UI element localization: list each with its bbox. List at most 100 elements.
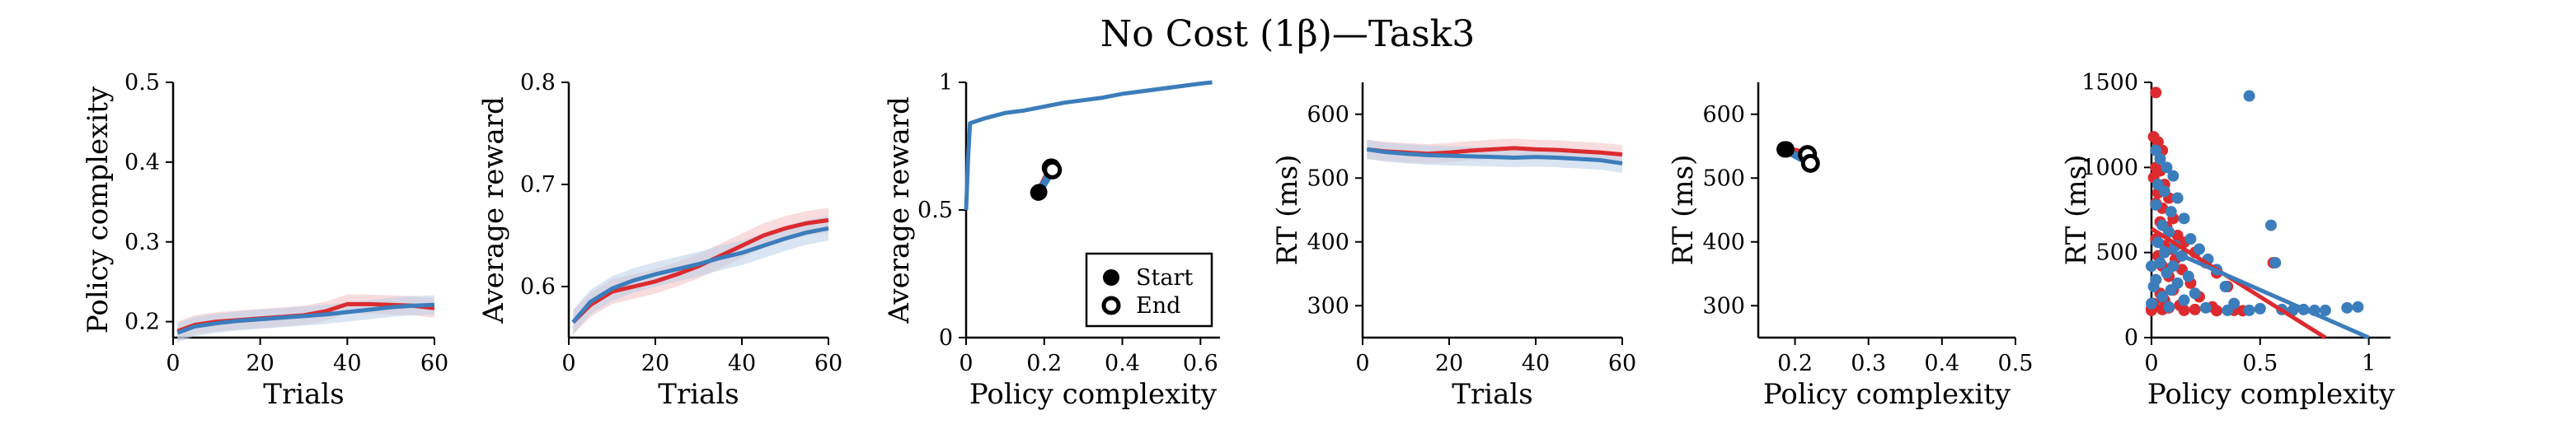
scatter-point-blue [2222, 304, 2234, 316]
x-tick-label: 60 [420, 351, 448, 376]
error-band-blue [573, 216, 828, 335]
x-axis-label: Policy complexity [969, 378, 1218, 411]
panel-policy-complexity-vs-trials: 0 20 40 60 0.2 0.3 0.4 0.5 Trials Policy complexi… [82, 70, 448, 411]
y-tick-label: 0.8 [520, 70, 556, 96]
x-tick-label: 0.4 [1105, 351, 1140, 376]
x-axis-label: Trials [1452, 378, 1532, 411]
x-tick-label: 0 [1355, 351, 1369, 376]
x-tick-label: 0.2 [1026, 351, 1062, 376]
scatter-point-blue [2171, 192, 2184, 204]
legend-start-marker [1103, 269, 1119, 286]
x-axis-label: Policy complexity [2147, 378, 2395, 411]
scatter-point-blue [2184, 233, 2197, 245]
series-line-blue [964, 80, 1213, 211]
y-tick-label: 0.3 [124, 230, 160, 255]
scatter-point-blue [2165, 206, 2177, 218]
x-tick-label: 40 [1522, 351, 1550, 376]
start-marker-blue [1030, 184, 1047, 201]
scatter-point-blue [2189, 287, 2201, 300]
scatter-point-blue [2178, 294, 2190, 306]
end-marker-blue [1043, 160, 1063, 180]
series-line-blue [571, 226, 829, 324]
panel-rt-vs-complexity-markers: 0.2 0.3 0.4 0.5 300 400 500 600 Policy complexit… [1667, 82, 2033, 411]
fit-line-red [2150, 226, 2327, 340]
scatter-point-blue [2158, 185, 2170, 198]
x-axis-label: Trials [263, 378, 344, 411]
y-axis-label: RT (ms) [1271, 155, 1304, 266]
x-tick-label: 0.2 [1777, 351, 1813, 376]
y-tick-label: 1000 [2081, 155, 2138, 180]
y-tick-label: 0.4 [124, 150, 160, 175]
scatter-point-blue [2319, 304, 2331, 316]
x-axis-label: Policy complexity [1763, 378, 2011, 411]
legend-end-marker [1101, 296, 1121, 315]
figure-title: No Cost (1β)—Task3 [1100, 13, 1476, 55]
y-tick-label: 1500 [2081, 70, 2138, 96]
scatter-point-blue [2146, 297, 2157, 310]
scatter-point-blue [2154, 153, 2166, 165]
y-tick-label: 600 [1307, 102, 1349, 128]
series-line-blue [176, 302, 435, 335]
x-tick-label: 1 [2362, 351, 2376, 376]
y-tick-label: 500 [2095, 240, 2138, 266]
scatter-point-blue [2194, 243, 2205, 255]
scatter-point-blue [2146, 260, 2157, 273]
x-tick-label: 40 [333, 351, 361, 376]
scatter-point-blue [2147, 281, 2160, 292]
scatter-point-blue [2254, 302, 2266, 315]
scatter-point-blue [2182, 270, 2194, 282]
series-line-blue [1366, 147, 1623, 166]
scatter-point-blue [2243, 304, 2255, 316]
y-tick-label: 400 [1702, 230, 1745, 255]
scatter-point-blue [2163, 226, 2175, 238]
y-axis-label: Average reward [477, 96, 510, 324]
scatter-point-blue [2163, 301, 2175, 313]
y-tick-label: 0 [939, 325, 953, 351]
legend-end-label: End [1136, 293, 1180, 319]
scatter-point-blue [2150, 144, 2162, 156]
y-tick-label: 0.5 [124, 70, 160, 96]
start-marker-blue [1776, 141, 1794, 158]
x-tick-label: 0 [2144, 351, 2158, 376]
scatter-point-blue [2219, 281, 2231, 292]
scatter-point-blue [2154, 257, 2166, 269]
x-tick-label: 20 [246, 351, 274, 376]
scatter-point-blue [2161, 161, 2173, 174]
x-tick-label: 0.6 [1183, 351, 1218, 376]
x-tick-label: 40 [728, 351, 756, 376]
scatter-point-red [2150, 86, 2162, 99]
scatter-point-red [2211, 305, 2223, 317]
scatter-point-blue [2167, 170, 2180, 182]
scatter-point-blue [2269, 257, 2282, 269]
panel-reward-complexity-curve: 0 0.2 0.4 0.6 0 0.5 1 Policy complexity Average … [883, 70, 1220, 411]
scatter-point-red [2178, 304, 2190, 316]
y-axis-label: Policy complexity [82, 86, 115, 333]
y-axis-label: RT (ms) [1667, 155, 1700, 266]
scatter-point-blue [2341, 301, 2353, 314]
scatter-point-blue [2352, 301, 2364, 313]
y-tick-label: 0.6 [520, 274, 556, 300]
x-tick-label: 0.5 [2242, 351, 2278, 376]
panel-rt-vs-trials: 0 20 40 60 300 400 500 600 Trials RT (ms) [1271, 82, 1636, 411]
y-tick-label: 0 [2124, 325, 2138, 351]
y-tick-label: 300 [1307, 293, 1349, 319]
x-tick-label: 0.3 [1851, 351, 1886, 376]
scatter-point-blue [2150, 198, 2162, 211]
scatter-point-blue [2156, 291, 2169, 303]
x-tick-label: 0 [561, 351, 575, 376]
panel-average-reward-vs-trials: 0 20 40 60 0.6 0.7 0.8 Trials Average reward [477, 70, 842, 411]
y-tick-label: 1 [939, 70, 953, 96]
y-axis-label: Average reward [883, 96, 916, 324]
x-tick-label: 0.5 [1998, 351, 2034, 376]
y-tick-label: 400 [1307, 230, 1349, 255]
y-tick-label: 500 [1307, 166, 1349, 191]
y-tick-label: 500 [1702, 166, 1745, 191]
scatter-point-blue [2243, 90, 2255, 102]
error-band-blue [177, 295, 435, 343]
scatter-point-red [2189, 303, 2201, 315]
scatter-point-blue [2178, 212, 2190, 225]
y-tick-label: 0.7 [520, 172, 556, 198]
x-tick-label: 0.4 [1924, 351, 1959, 376]
x-tick-label: 20 [641, 351, 669, 376]
